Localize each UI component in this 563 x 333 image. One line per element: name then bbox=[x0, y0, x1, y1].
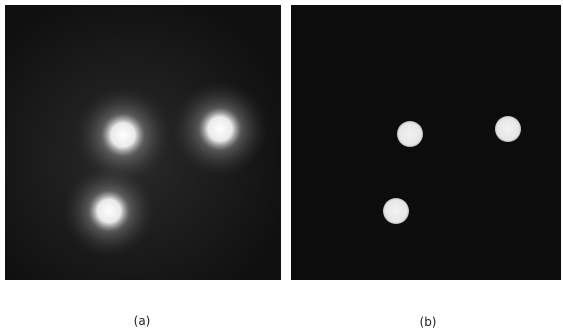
panel-label: (b) bbox=[420, 315, 437, 329]
panel-b-image bbox=[291, 5, 561, 280]
panel-a-image bbox=[5, 5, 281, 280]
figure-images bbox=[0, 0, 563, 300]
panel-label: (a) bbox=[134, 314, 151, 328]
figure: (a) (b) bbox=[0, 0, 563, 333]
